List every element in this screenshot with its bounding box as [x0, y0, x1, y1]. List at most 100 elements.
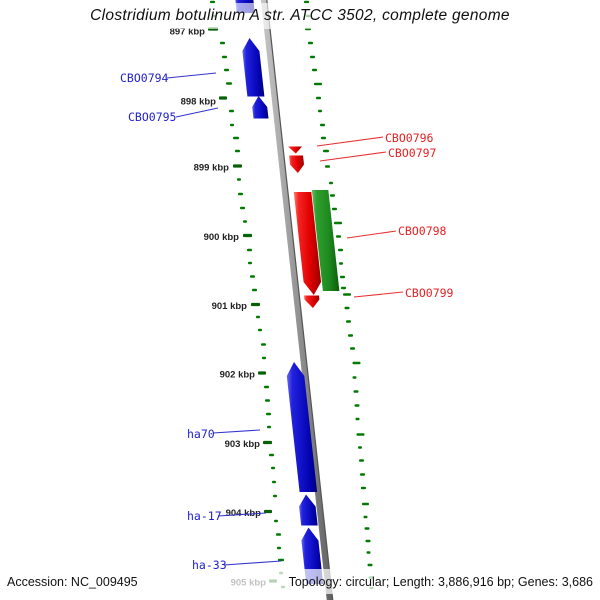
minor-dot-left — [267, 425, 271, 429]
minor-dot-left — [243, 220, 247, 223]
gene-label-ha-33[interactable]: ha-33 — [192, 558, 227, 572]
minor-dot-right — [312, 68, 317, 72]
minor-dot-right — [346, 320, 351, 323]
minor-dot-left — [210, 0, 215, 4]
minor-dot-right — [320, 123, 325, 127]
minor-dot-right — [362, 502, 369, 506]
minor-dot-right — [352, 361, 361, 365]
kbp-tick — [219, 96, 227, 100]
minor-dot-right — [361, 486, 366, 490]
minor-dot-left — [273, 494, 277, 498]
gene-label-CBO0794[interactable]: CBO0794 — [120, 71, 169, 85]
minor-dot-left — [235, 149, 240, 153]
kbp-tick — [264, 509, 272, 514]
minor-dot-left — [238, 192, 243, 196]
minor-dot-left — [229, 109, 234, 113]
minor-dot-right — [308, 41, 313, 45]
kbp-label: 903 kbp — [225, 439, 261, 450]
minor-dot-left — [224, 68, 229, 72]
minor-dot-right — [321, 136, 326, 140]
minor-dot-left — [250, 275, 255, 278]
minor-dot-right — [336, 235, 341, 238]
kbp-label: 898 kbp — [181, 97, 217, 108]
status-bar: Accession: NC_009495 Topology: circular;… — [0, 569, 600, 594]
minor-dot-left — [258, 328, 262, 332]
minor-dot-left — [220, 41, 225, 45]
gene-label-CBO0799[interactable]: CBO0799 — [405, 286, 454, 300]
gene-arrow-CBO0794[interactable] — [242, 38, 265, 97]
minor-dot-left — [230, 123, 234, 127]
gene-label-CBO0797[interactable]: CBO0797 — [388, 146, 437, 160]
minor-dot-right — [365, 539, 371, 543]
minor-dot-left — [247, 248, 252, 252]
kbp-tick — [251, 302, 260, 307]
minor-dot-right — [360, 473, 365, 476]
minor-dot-right — [329, 181, 333, 185]
minor-dot-right — [352, 376, 357, 379]
gene-leader-CBO0798 — [346, 230, 397, 239]
minor-dot-left — [252, 288, 257, 292]
minor-dot-left — [277, 546, 281, 550]
minor-dot-left — [269, 453, 274, 457]
gene-arrow-CBO0798[interactable] — [293, 192, 322, 295]
gene-label-CBO0798[interactable]: CBO0798 — [398, 224, 447, 238]
gene-arrow-CBO0795[interactable] — [252, 96, 269, 119]
minor-dot-right — [314, 82, 322, 86]
minor-dot-right — [364, 527, 370, 530]
status-summary: Topology: circular; Length: 3,886,916 bp… — [288, 574, 593, 589]
gene-arrow-ha70[interactable] — [286, 362, 318, 492]
gene-label-CBO0796[interactable]: CBO0796 — [385, 131, 434, 145]
minor-dot-left — [248, 261, 252, 265]
minor-dot-right — [310, 55, 315, 59]
minor-dot-right — [332, 207, 337, 211]
minor-dot-right — [366, 551, 371, 554]
minor-dot-right — [344, 306, 350, 310]
gene-leader-CBO0794 — [166, 72, 217, 79]
status-accession: Accession: NC_009495 — [7, 574, 138, 589]
minor-dot-left — [271, 466, 275, 470]
gene-leader-CBO0797 — [319, 151, 387, 162]
minor-dot-right — [325, 165, 330, 168]
kbp-label: 902 kbp — [220, 370, 256, 381]
genome-backbone — [260, 0, 333, 600]
gene-arrow-CBO0796[interactable] — [288, 146, 302, 154]
gene-label-ha-17[interactable]: ha-17 — [187, 509, 222, 523]
kbp-tick — [258, 371, 266, 375]
minor-dot-left — [233, 136, 239, 140]
minor-dot-left — [256, 315, 260, 319]
minor-dot-right — [316, 96, 321, 100]
gene-arrow-CBO0797[interactable] — [289, 155, 304, 174]
kbp-tick — [233, 164, 242, 168]
gene-leader-CBO0795 — [175, 107, 219, 118]
minor-dot-right — [343, 293, 351, 296]
gene-arrow-CBO0799[interactable] — [304, 295, 320, 309]
minor-dot-left — [272, 480, 276, 484]
minor-dot-left — [226, 82, 232, 85]
genome-backbone-edge — [266, 0, 334, 600]
gene-label-ha70[interactable]: ha70 — [187, 427, 215, 441]
minor-dot-right — [318, 109, 322, 113]
kbp-label: 901 kbp — [212, 301, 248, 312]
kbp-tick — [263, 440, 272, 445]
minor-dot-right — [353, 390, 359, 393]
gene-leader-ha-33 — [223, 560, 282, 566]
minor-dot-right — [323, 149, 329, 153]
minor-dot-right — [350, 347, 355, 350]
gene-leader-ha70 — [212, 429, 261, 434]
gene-leader-CBO0799 — [353, 291, 404, 298]
minor-dot-right — [354, 404, 360, 407]
minor-dot-right — [359, 459, 364, 462]
minor-dot-left — [274, 519, 278, 523]
minor-dot-left — [262, 356, 266, 360]
minor-dot-right — [348, 334, 353, 337]
gene-arrow-CBO0798-green[interactable] — [311, 190, 340, 291]
title-band: Clostridium botulinum A str. ATCC 3502, … — [86, 3, 514, 29]
kbp-label: 897 kbp — [170, 27, 206, 38]
minor-dot-right — [304, 0, 309, 4]
gene-arrow-ha-17[interactable] — [299, 494, 318, 526]
kbp-tick — [243, 233, 252, 238]
minor-dot-left — [264, 385, 269, 389]
gene-label-CBO0795[interactable]: CBO0795 — [128, 110, 176, 124]
minor-dot-right — [363, 515, 368, 519]
